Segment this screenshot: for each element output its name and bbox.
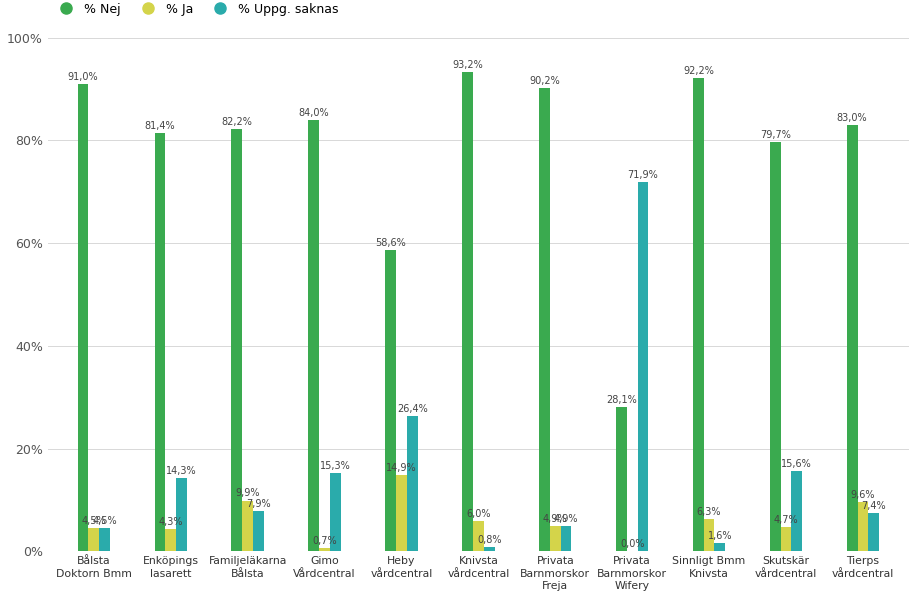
Text: 28,1%: 28,1% [606,395,637,405]
Bar [99,528,110,551]
Text: 9,6%: 9,6% [851,490,875,500]
Bar [396,475,407,551]
Bar [176,478,187,551]
Bar [846,125,857,551]
Bar [868,513,879,551]
Text: 91,0%: 91,0% [68,72,98,82]
Text: 92,2%: 92,2% [683,66,714,75]
Bar [319,548,330,551]
Bar [616,407,627,551]
Text: 26,4%: 26,4% [397,404,428,414]
Text: 7,9%: 7,9% [246,499,271,509]
Text: 6,3%: 6,3% [697,507,721,517]
Bar [769,142,780,551]
Bar [791,471,802,551]
Text: 14,3%: 14,3% [166,466,197,476]
Text: 0,0%: 0,0% [620,539,645,550]
Bar [714,543,725,551]
Bar [484,547,495,551]
Text: 6,0%: 6,0% [466,508,491,518]
Text: 4,7%: 4,7% [774,515,799,525]
Text: 4,9%: 4,9% [554,514,578,524]
Bar [330,473,341,551]
Text: 81,4%: 81,4% [145,121,175,131]
Text: 9,9%: 9,9% [235,489,260,499]
Bar [473,521,484,551]
Bar [780,527,791,551]
Text: 90,2%: 90,2% [529,76,560,86]
Bar [166,529,176,551]
Bar [253,511,264,551]
Text: 93,2%: 93,2% [453,60,483,71]
Text: 4,3%: 4,3% [158,517,183,527]
Text: 4,9%: 4,9% [543,514,568,524]
Text: 14,9%: 14,9% [387,463,417,473]
Text: 84,0%: 84,0% [299,108,329,118]
Bar [692,78,703,551]
Text: 0,7%: 0,7% [312,536,337,546]
Bar [386,251,396,551]
Bar [550,526,561,551]
Bar [407,416,418,551]
Bar [242,501,253,551]
Text: 71,9%: 71,9% [627,170,659,180]
Bar [857,502,868,551]
Bar [703,519,714,551]
Text: 4,5%: 4,5% [93,516,117,526]
Bar [638,182,649,551]
Text: 1,6%: 1,6% [708,531,732,541]
Bar [561,526,572,551]
Bar [463,72,473,551]
Bar [155,133,166,551]
Text: 0,8%: 0,8% [477,535,501,545]
Text: 83,0%: 83,0% [837,113,867,123]
Bar [78,84,89,551]
Text: 15,3%: 15,3% [320,460,351,471]
Bar [540,88,550,551]
Text: 7,4%: 7,4% [861,501,886,511]
Text: 58,6%: 58,6% [376,238,406,248]
Text: 79,7%: 79,7% [759,130,791,140]
Bar [232,129,242,551]
Bar [309,120,319,551]
Text: 82,2%: 82,2% [222,117,252,127]
Bar [89,528,99,551]
Text: 4,5%: 4,5% [82,516,106,526]
Text: 15,6%: 15,6% [781,459,812,469]
Legend: % Nej, % Ja, % Uppg. saknas: % Nej, % Ja, % Uppg. saknas [54,2,338,16]
